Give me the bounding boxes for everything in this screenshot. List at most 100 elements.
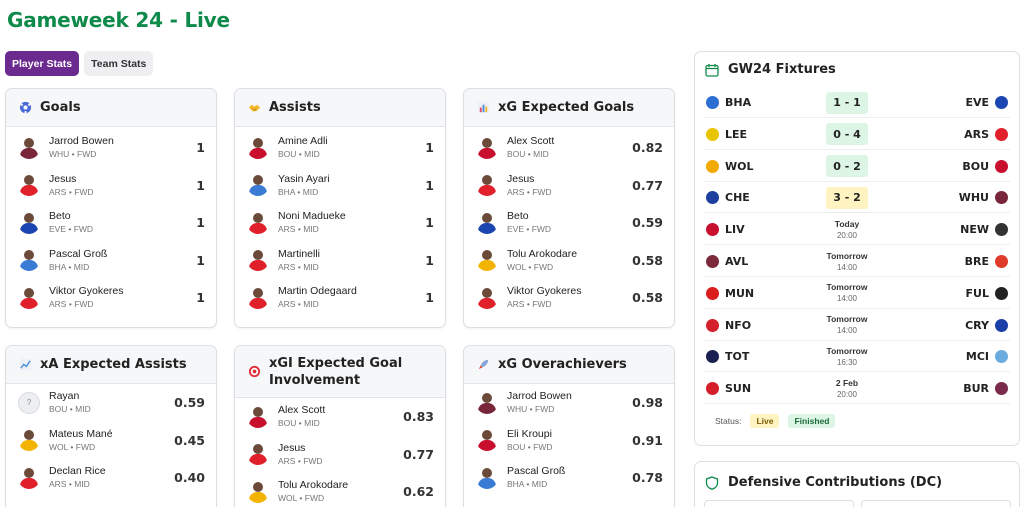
player-team: ARS bbox=[278, 261, 296, 272]
player-row[interactable]: Viktor Gyokeres ARS • FWD 0.58 bbox=[464, 279, 674, 317]
soccer-ball-icon bbox=[18, 101, 32, 115]
player-avatar bbox=[476, 287, 498, 309]
stat-value: 1 bbox=[425, 140, 434, 156]
player-row[interactable]: ? Rayan BOU • MID 0.59 bbox=[6, 384, 216, 422]
player-meta: BOU • MID bbox=[278, 418, 320, 429]
fixture-row[interactable]: NFO Tomorrow 14:00 CRY bbox=[704, 311, 1010, 341]
player-row[interactable]: Beto EVE • FWD 0.59 bbox=[464, 204, 674, 242]
player-row[interactable]: Declan Rice ARS • MID 0.40 bbox=[6, 459, 216, 497]
player-meta: BOU • MID bbox=[49, 404, 91, 415]
player-name: Jesus bbox=[49, 172, 77, 185]
player-row[interactable]: Beto EVE • FWD 1 bbox=[6, 204, 216, 242]
dc-selector-right[interactable] bbox=[861, 500, 1011, 507]
player-row[interactable]: Martin Odegaard ARS • MID 1 bbox=[235, 279, 445, 317]
fixture-day: Tomorrow bbox=[826, 282, 868, 293]
fixture-row[interactable]: TOT Tomorrow 16:30 MCI bbox=[704, 342, 1010, 373]
player-position: FWD bbox=[75, 441, 96, 452]
player-row[interactable]: Jesus ARS • FWD 0.77 bbox=[464, 167, 674, 205]
player-row[interactable]: Jesus ARS • FWD 0.77 bbox=[235, 436, 445, 474]
player-avatar bbox=[18, 287, 40, 309]
player-meta: ARS • FWD bbox=[507, 299, 552, 310]
dc-selector-left[interactable] bbox=[704, 500, 854, 507]
player-position: FWD bbox=[74, 186, 94, 197]
away-team: BOU bbox=[962, 159, 989, 173]
player-row[interactable]: Alex Scott BOU • MID 0.83 bbox=[235, 398, 445, 436]
shield-icon bbox=[705, 475, 719, 490]
player-team: ARS bbox=[278, 455, 296, 466]
fixture-row[interactable]: WOL 0 - 2 BOU bbox=[704, 152, 1010, 182]
fixture-row[interactable]: CHE 3 - 2 WHU bbox=[704, 183, 1010, 214]
player-row[interactable]: Mateus Mané WOL • FWD 0.45 bbox=[6, 422, 216, 460]
player-meta: WHU • FWD bbox=[49, 149, 97, 160]
player-position: FWD bbox=[532, 299, 552, 310]
away-crest-icon bbox=[995, 350, 1008, 364]
page-title: Gameweek 24 - Live bbox=[7, 8, 230, 32]
player-position: FWD bbox=[304, 493, 325, 504]
defensive-title: Defensive Contributions (DC) bbox=[728, 475, 943, 490]
home-team: MUN bbox=[725, 286, 755, 300]
fixture-time: 14:00 bbox=[836, 326, 858, 336]
player-position: FWD bbox=[303, 455, 323, 466]
home-team: BHA bbox=[725, 96, 752, 109]
player-name: Beto bbox=[49, 210, 71, 223]
player-row[interactable]: Martinelli ARS • MID 1 bbox=[235, 242, 445, 280]
player-team: BHA bbox=[507, 479, 525, 490]
home-team: LEE bbox=[725, 127, 748, 141]
player-row[interactable]: Tolu Arokodare WOL • FWD 0.62 bbox=[235, 473, 445, 507]
rocket-icon bbox=[476, 358, 490, 372]
fixture-row[interactable]: BHA 1 - 1 EVE bbox=[704, 88, 1010, 118]
player-team: BOU bbox=[507, 441, 526, 452]
away-team: ARS bbox=[964, 127, 989, 141]
fixture-row[interactable]: LIV Today 20:00 NEW bbox=[704, 215, 1010, 246]
player-row[interactable]: Jarrod Bowen WHU • FWD 1 bbox=[6, 129, 216, 167]
fixture-time: 14:00 bbox=[836, 262, 858, 272]
player-row[interactable]: Noni Madueke ARS • MID 1 bbox=[235, 204, 445, 242]
xa-card: xA Expected Assists ? Rayan BOU • MID 0.59 M… bbox=[5, 345, 217, 507]
player-meta: ARS • FWD bbox=[49, 299, 94, 310]
player-avatar bbox=[18, 467, 40, 489]
player-row[interactable]: Tolu Arokodare WOL • FWD 0.58 bbox=[464, 242, 674, 280]
player-team: WOL bbox=[49, 441, 69, 452]
tab-team-stats[interactable]: Team Stats bbox=[84, 51, 154, 76]
tab-player-stats[interactable]: Player Stats bbox=[5, 51, 80, 76]
player-team: EVE bbox=[49, 224, 67, 235]
home-team: NFO bbox=[725, 318, 752, 332]
player-team: BHA bbox=[278, 186, 296, 197]
away-crest-icon bbox=[995, 127, 1008, 141]
defensive-contributions-panel: Defensive Contributions (DC) bbox=[694, 461, 1020, 507]
fixture-score: 0 - 2 bbox=[833, 159, 861, 173]
player-position: FWD bbox=[74, 299, 94, 310]
away-team: NEW bbox=[960, 223, 989, 237]
player-meta: WHU • FWD bbox=[507, 404, 555, 415]
player-row[interactable]: Alex Scott BOU • MID 0.82 bbox=[464, 129, 674, 167]
player-meta: ARS • MID bbox=[278, 299, 319, 310]
player-row[interactable]: Viktor Gyokeres ARS • FWD 1 bbox=[6, 279, 216, 317]
player-row[interactable]: Eli Kroupi BOU • FWD 0.91 bbox=[464, 422, 674, 460]
player-row[interactable]: Yasin Ayari BHA • MID 1 bbox=[235, 167, 445, 205]
player-name: Noni Madueke bbox=[278, 210, 346, 223]
stat-value: 0.58 bbox=[632, 290, 663, 306]
stat-value: 0.62 bbox=[403, 484, 434, 500]
away-crest-icon bbox=[995, 318, 1008, 332]
player-avatar bbox=[476, 392, 498, 414]
player-position: FWD bbox=[73, 224, 94, 235]
fixture-day: Today bbox=[834, 218, 860, 229]
fixture-row[interactable]: SUN 2 Feb 20:00 BUR bbox=[704, 374, 1010, 405]
home-team: TOT bbox=[725, 350, 750, 364]
player-name: Jarrod Bowen bbox=[49, 135, 114, 148]
player-row[interactable]: Jarrod Bowen WHU • FWD 0.98 bbox=[464, 384, 674, 422]
fixture-row[interactable]: LEE 0 - 4 ARS bbox=[704, 120, 1010, 150]
stat-value: 0.82 bbox=[632, 140, 663, 156]
home-crest-icon bbox=[706, 286, 719, 300]
player-position: MID bbox=[303, 299, 319, 310]
player-position: MID bbox=[303, 261, 319, 272]
player-team: ARS bbox=[49, 479, 67, 490]
player-row[interactable]: Jesus ARS • FWD 1 bbox=[6, 167, 216, 205]
player-name: Tolu Arokodare bbox=[278, 479, 349, 492]
fixture-row[interactable]: AVL Tomorrow 14:00 BRE bbox=[704, 247, 1010, 277]
player-row[interactable]: Pascal Groß BHA • MID 0.78 bbox=[464, 459, 674, 497]
fixture-row[interactable]: MUN Tomorrow 14:00 FUL bbox=[704, 279, 1010, 309]
away-crest-icon bbox=[995, 191, 1008, 205]
player-row[interactable]: Amine Adli BOU • MID 1 bbox=[235, 129, 445, 167]
player-row[interactable]: Pascal Groß BHA • MID 1 bbox=[6, 242, 216, 280]
